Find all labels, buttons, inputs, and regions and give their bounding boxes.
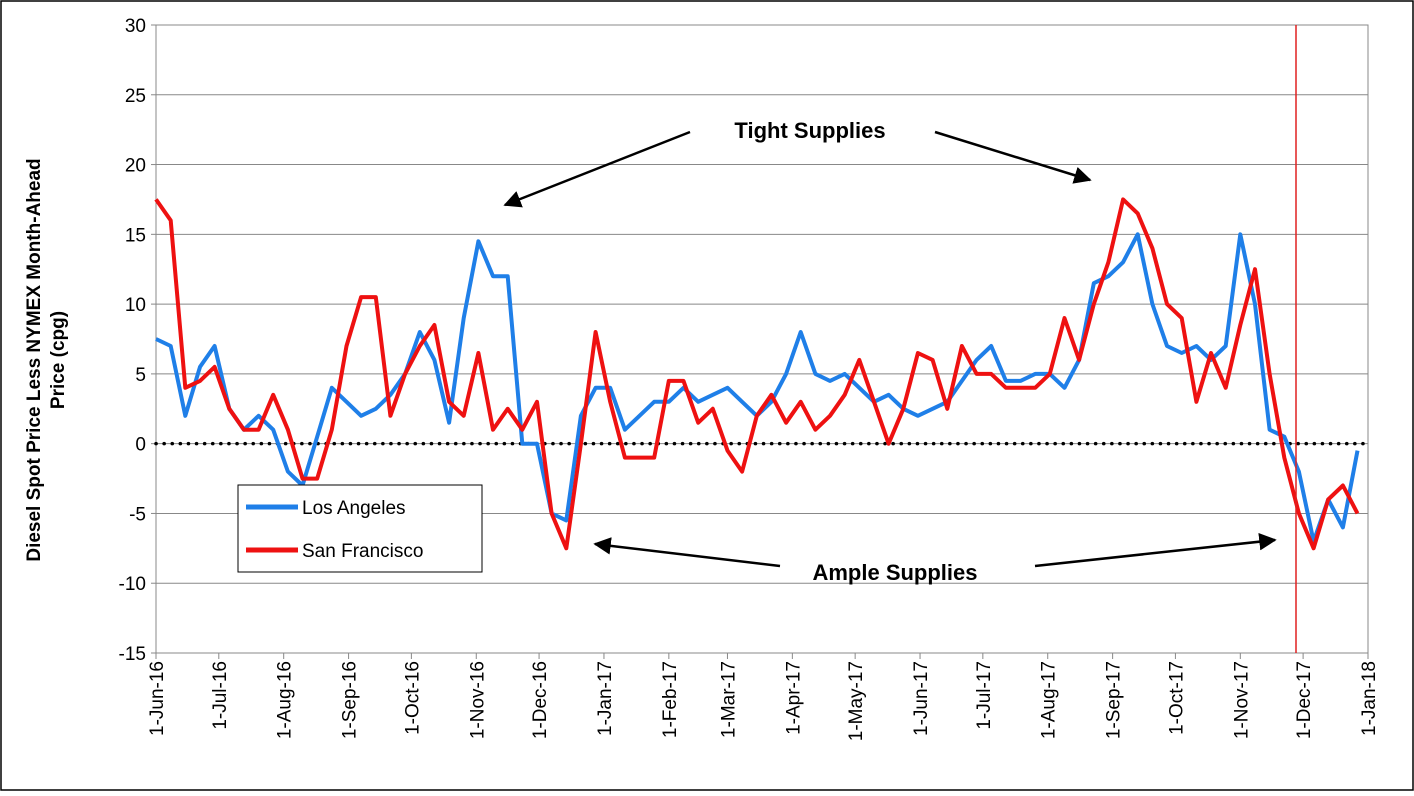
arrow [503, 130, 691, 208]
series-line [154, 197, 1360, 551]
arrow [593, 537, 781, 568]
x-tick-label: 1-Feb-17 [660, 661, 681, 738]
y-tick-label: -15 [119, 644, 146, 665]
y-tick-label: 5 [135, 365, 146, 386]
x-tick-label: 1-May-17 [846, 661, 867, 741]
y-tick-label: 25 [125, 86, 146, 107]
legend-box [237, 484, 483, 573]
x-tick-label: 1-Jan-18 [1359, 661, 1380, 736]
legend-label: Los Angeles [302, 498, 406, 519]
x-tick-label: 1-Jul-16 [210, 661, 231, 730]
annotation: Ample Supplies [812, 560, 977, 585]
y-tick-label: -5 [129, 504, 146, 525]
arrow [1034, 532, 1277, 568]
x-tick-label: 1-Dec-17 [1294, 661, 1315, 739]
x-tick-label: 1-Nov-16 [467, 661, 488, 739]
x-tick-label: 1-Aug-17 [1039, 661, 1060, 739]
y-axis-label: Diesel Spot Price Less NYMEX Month-Ahead [24, 158, 45, 561]
x-tick-label: 1-Nov-17 [1231, 661, 1252, 739]
y-tick-label: 20 [125, 156, 146, 177]
x-tick-label: 1-Mar-17 [718, 661, 739, 738]
x-tick-label: 1-Sep-16 [340, 661, 361, 739]
x-tick-label: 1-Oct-16 [402, 661, 423, 735]
x-tick-label: 1-Jan-17 [595, 661, 616, 736]
y-tick-label: 15 [125, 225, 146, 246]
y-axis-label: Price (cpg) [48, 311, 69, 409]
y-tick-label: -10 [119, 574, 146, 595]
x-tick-label: 1-Sep-17 [1104, 661, 1125, 739]
y-tick-label: 0 [135, 435, 146, 456]
legend-label: San Francisco [302, 541, 423, 562]
annotation: Tight Supplies [734, 118, 885, 143]
legend: Los Angeles San Francisco [237, 484, 483, 573]
y-tick-label: 30 [125, 16, 146, 37]
x-tick-label: 1-Oct-17 [1166, 661, 1187, 735]
x-tick-label: 1-Apr-17 [783, 661, 804, 735]
x-tick-label: 1-Jul-17 [974, 661, 995, 730]
x-tick-label: 1-Jun-16 [147, 661, 168, 736]
x-tick-label: 1-Aug-16 [275, 661, 296, 739]
x-tick-label: 1-Jun-17 [911, 661, 932, 736]
x-tick-label: 1-Dec-16 [530, 661, 551, 739]
lines [154, 197, 1370, 551]
y-tick-label: 10 [125, 295, 146, 316]
arrow [934, 130, 1092, 184]
